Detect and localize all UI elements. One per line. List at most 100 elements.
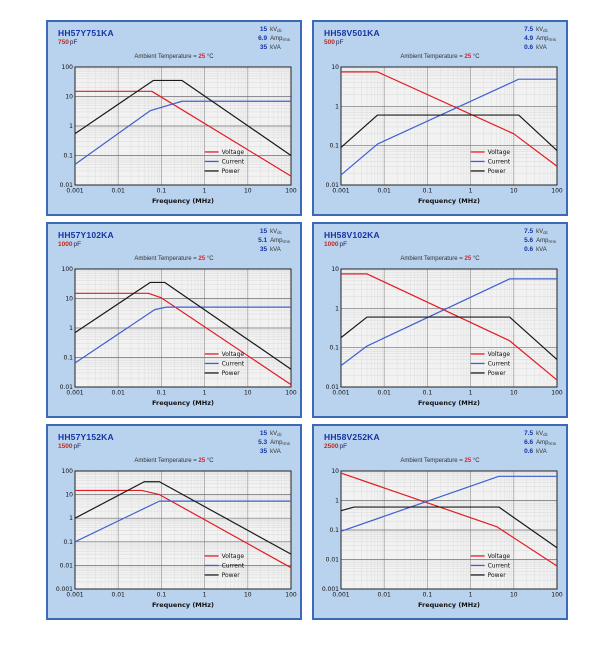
svg-text:Voltage: Voltage [488, 351, 511, 358]
svg-text:10: 10 [331, 64, 339, 71]
svg-text:100: 100 [62, 468, 74, 475]
rating-voltage-value: 15 [259, 26, 268, 33]
svg-text:Current: Current [222, 158, 245, 165]
ambient-temperature: Ambient Temperature = 25 °C [134, 458, 214, 464]
svg-text:1: 1 [335, 103, 339, 110]
rating-voltage-value: 7.5 [524, 228, 534, 235]
svg-text:100: 100 [551, 188, 563, 195]
log-log-plot: 0.001 0.01 0.1 1 10 1000.010.1110100VoltageCu… [60, 266, 297, 407]
rating-voltage-value: 7.5 [524, 26, 534, 33]
capacitance-number: 2500 [324, 443, 339, 450]
svg-text:Current: Current [488, 158, 511, 165]
capacitance-value: 1000pF [58, 241, 81, 248]
svg-text:10: 10 [244, 390, 252, 397]
datasheet-page: HH57Y751KA 750pF 15 kVdc 6.9 Amprms 35 kVA … [46, 20, 568, 620]
part-number: HH57Y102KA [58, 230, 114, 240]
svg-text:Power: Power [222, 370, 241, 377]
ratings-block: 7.5 kVdc 4.9 Amprms 0.6 kVA [524, 26, 556, 53]
svg-text:100: 100 [285, 390, 297, 397]
svg-text:0.1: 0.1 [63, 355, 73, 362]
svg-text:0.01: 0.01 [112, 390, 126, 397]
svg-text:0.01: 0.01 [378, 390, 392, 397]
rating-power-unit: kVA [536, 247, 547, 253]
rating-current-unit: Amprms [270, 238, 290, 244]
svg-text:100: 100 [285, 188, 297, 195]
part-number: HH58V102KA [324, 230, 380, 240]
rating-current-value: 4.9 [524, 35, 534, 42]
svg-text:0.001: 0.001 [56, 586, 73, 593]
capacitance-unit: pF [73, 241, 82, 248]
svg-text:0.01: 0.01 [60, 384, 74, 391]
svg-text:0.1: 0.1 [329, 527, 339, 534]
capacitance-number: 1000 [58, 241, 73, 248]
svg-text:100: 100 [551, 390, 563, 397]
svg-text:10: 10 [65, 296, 73, 303]
rating-voltage-unit: kVdc [536, 27, 548, 33]
svg-text:0.1: 0.1 [157, 592, 167, 599]
svg-text:0.001: 0.001 [322, 586, 339, 593]
svg-text:0.01: 0.01 [378, 188, 392, 195]
ratings-block: 15 kVdc 5.3 Amprms 35 kVA [258, 430, 290, 457]
svg-text:Current: Current [222, 360, 245, 367]
svg-text:1: 1 [469, 188, 473, 195]
capacitance-value: 1000pF [324, 241, 347, 248]
capacitance-value: 1500pF [58, 443, 81, 450]
rating-current-unit: Amprms [270, 440, 290, 446]
part-number: HH58V252KA [324, 432, 380, 442]
svg-text:1: 1 [335, 498, 339, 505]
chart-panel-hh58v252ka: HH58V252KA 2500pF 7.5 kVdc 6.6 Amprms 0.6 k… [312, 424, 568, 620]
ratings-block: 7.5 kVdc 5.6 Amprms 0.6 kVA [524, 228, 556, 255]
ratings-block: 15 kVdc 5.1 Amprms 35 kVA [258, 228, 290, 255]
rating-current-value: 6.6 [524, 439, 534, 446]
rating-power-unit: kVA [270, 45, 281, 51]
capacitance-unit: pF [335, 39, 344, 46]
svg-text:10: 10 [65, 492, 73, 499]
svg-text:Voltage: Voltage [222, 553, 245, 560]
svg-text:100: 100 [62, 64, 74, 71]
ambient-temperature: Ambient Temperature = 25 °C [134, 54, 214, 60]
ambient-temperature: Ambient Temperature = 25 °C [400, 458, 480, 464]
rating-voltage-unit: kVdc [270, 27, 282, 33]
svg-text:Frequency (MHz): Frequency (MHz) [418, 601, 480, 609]
rating-power-value: 35 [259, 448, 268, 455]
chart-panel-hh58v102ka: HH58V102KA 1000pF 7.5 kVdc 5.6 Amprms 0.6 k… [312, 222, 568, 418]
rating-current-value: 5.1 [258, 237, 268, 244]
svg-text:10: 10 [244, 188, 252, 195]
capacitance-value: 750pF [58, 39, 77, 46]
capacitance-value: 2500pF [324, 443, 347, 450]
rating-power-value: 35 [259, 246, 268, 253]
svg-text:Current: Current [222, 562, 245, 569]
rating-power-value: 0.6 [524, 448, 534, 455]
rating-current-unit: Amprms [270, 36, 290, 42]
svg-text:Frequency (MHz): Frequency (MHz) [152, 601, 214, 609]
svg-text:Voltage: Voltage [488, 149, 511, 156]
svg-text:Frequency (MHz): Frequency (MHz) [152, 399, 214, 407]
rating-power-value: 0.6 [524, 246, 534, 253]
svg-text:0.001: 0.001 [332, 390, 349, 397]
svg-text:0.01: 0.01 [326, 182, 340, 189]
svg-text:0.01: 0.01 [60, 182, 74, 189]
svg-text:0.001: 0.001 [66, 592, 83, 599]
svg-text:0.01: 0.01 [112, 188, 126, 195]
ambient-temperature: Ambient Temperature = 25 °C [400, 256, 480, 262]
svg-text:Power: Power [222, 168, 241, 175]
svg-text:Voltage: Voltage [222, 351, 245, 358]
svg-text:1: 1 [469, 592, 473, 599]
svg-text:Frequency (MHz): Frequency (MHz) [152, 197, 214, 205]
svg-text:Power: Power [488, 168, 507, 175]
svg-text:100: 100 [285, 592, 297, 599]
svg-text:0.1: 0.1 [63, 153, 73, 160]
svg-text:10: 10 [510, 390, 518, 397]
chart-panel-hh58v501ka: HH58V501KA 500pF 7.5 kVdc 4.9 Amprms 0.6 kV… [312, 20, 568, 216]
svg-text:10: 10 [65, 94, 73, 101]
log-log-plot: 0.001 0.01 0.1 1 10 1000.010.1110100VoltageCu… [60, 64, 297, 205]
rating-voltage-unit: kVdc [536, 229, 548, 235]
rating-power-unit: kVA [270, 247, 281, 253]
svg-text:1: 1 [69, 123, 73, 130]
svg-text:Voltage: Voltage [222, 149, 245, 156]
svg-text:0.01: 0.01 [326, 384, 340, 391]
rating-current-unit: Amprms [536, 36, 556, 42]
rating-current-unit: Amprms [536, 440, 556, 446]
svg-text:Frequency (MHz): Frequency (MHz) [418, 197, 480, 205]
rating-current-value: 5.3 [258, 439, 268, 446]
